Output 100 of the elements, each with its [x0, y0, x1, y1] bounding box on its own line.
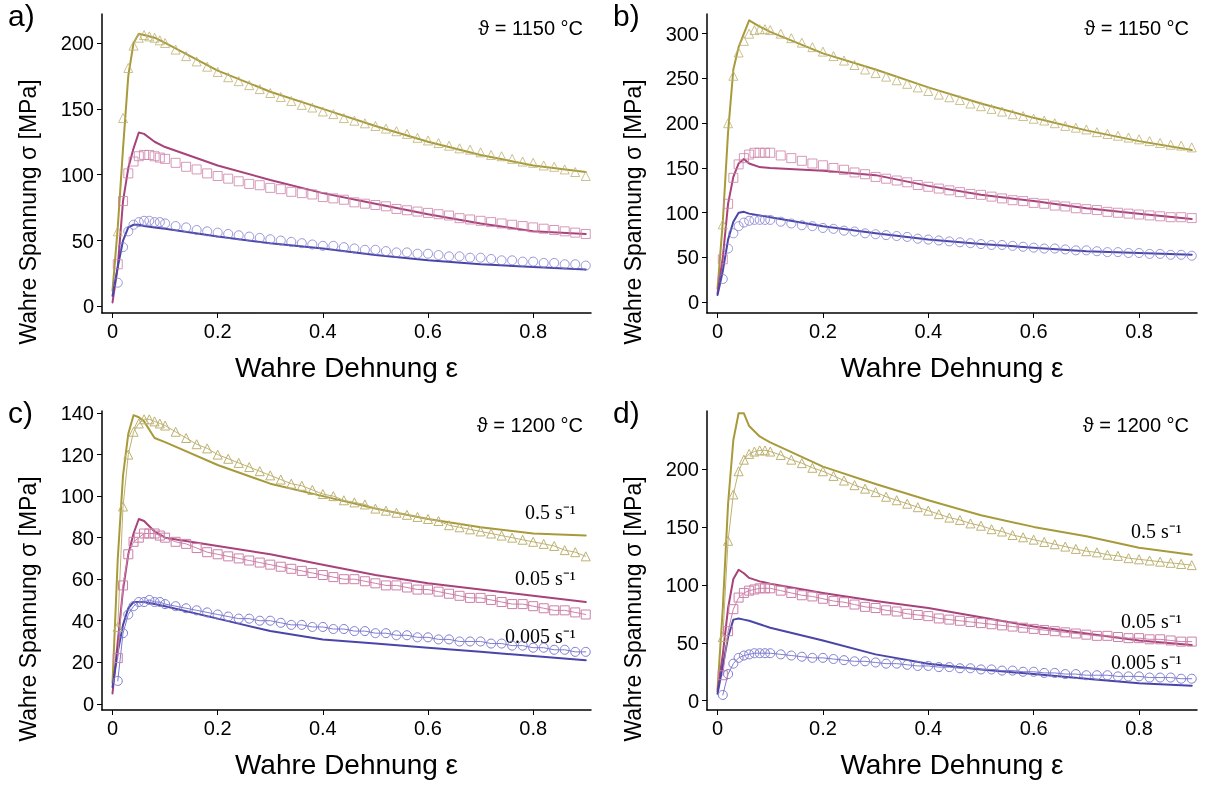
point — [254, 232, 265, 243]
y-tick-label: 200 — [60, 31, 94, 54]
point — [728, 489, 739, 500]
point — [296, 565, 307, 576]
y-tick-label: 0 — [82, 692, 94, 715]
point — [133, 532, 144, 543]
point — [401, 247, 412, 258]
point — [1186, 636, 1197, 647]
point — [570, 167, 581, 178]
point — [275, 184, 286, 195]
point — [328, 193, 339, 204]
annotation: ϑ = 1200 °C — [476, 414, 584, 436]
point — [528, 642, 539, 653]
point — [559, 605, 570, 616]
point — [786, 650, 797, 661]
point — [139, 597, 150, 608]
point — [338, 113, 349, 124]
point — [133, 597, 144, 608]
point — [902, 659, 913, 670]
point — [1039, 198, 1050, 209]
x-tick-label: 0.8 — [1125, 320, 1153, 342]
point — [1060, 244, 1071, 255]
point — [496, 151, 507, 162]
point — [775, 150, 786, 161]
point — [860, 483, 871, 494]
point — [286, 95, 297, 106]
x-tick-label: 0.4 — [914, 717, 943, 739]
point — [1039, 536, 1050, 547]
point — [754, 445, 765, 456]
point — [349, 197, 360, 208]
point — [738, 153, 749, 164]
point — [933, 509, 944, 520]
point — [580, 551, 591, 562]
point — [1165, 212, 1176, 223]
point — [275, 235, 286, 246]
point — [212, 171, 223, 182]
point — [202, 168, 213, 179]
point — [838, 475, 849, 486]
point — [975, 189, 986, 200]
point — [549, 257, 560, 268]
point — [223, 551, 234, 562]
point — [1155, 248, 1166, 259]
point — [975, 520, 986, 531]
point — [902, 498, 913, 509]
point — [775, 28, 786, 39]
point — [359, 198, 370, 209]
point — [902, 177, 913, 188]
x-tick-label: 0.4 — [308, 320, 337, 342]
point — [775, 585, 786, 596]
point — [1070, 122, 1081, 133]
point — [1028, 242, 1039, 253]
point — [1028, 534, 1039, 545]
point — [1102, 247, 1113, 258]
point — [933, 183, 944, 194]
point — [538, 642, 549, 653]
point — [307, 189, 318, 200]
point — [944, 614, 955, 625]
point — [244, 555, 255, 566]
point — [296, 619, 307, 630]
point — [965, 238, 976, 249]
point — [423, 135, 433, 146]
point — [796, 220, 807, 231]
point — [754, 583, 765, 594]
point — [307, 239, 318, 250]
point — [123, 549, 134, 560]
point — [944, 92, 955, 103]
point — [997, 620, 1008, 631]
x-tick-label: 0.8 — [519, 717, 548, 739]
y-tick-label: 50 — [676, 246, 699, 269]
point — [1176, 558, 1187, 569]
point — [328, 572, 339, 583]
point — [796, 155, 807, 166]
point — [265, 234, 276, 245]
chart-title: b) — [613, 0, 640, 32]
point — [728, 70, 739, 81]
point — [191, 439, 202, 450]
point — [160, 420, 171, 431]
point — [160, 532, 171, 543]
point — [154, 35, 165, 46]
point — [1007, 621, 1018, 632]
point — [212, 609, 223, 620]
point — [891, 231, 902, 242]
point — [881, 491, 892, 502]
point — [296, 238, 307, 249]
point — [749, 584, 760, 595]
point — [328, 109, 339, 120]
point — [507, 599, 518, 610]
point — [265, 182, 276, 193]
point — [286, 186, 297, 197]
point — [128, 426, 139, 437]
point — [881, 173, 892, 184]
point — [765, 583, 776, 594]
point — [1018, 666, 1029, 677]
point — [112, 259, 123, 270]
point — [1049, 243, 1060, 254]
point — [1081, 245, 1092, 256]
point — [759, 214, 770, 225]
point — [817, 652, 828, 663]
point — [1018, 111, 1029, 122]
point — [728, 658, 739, 669]
